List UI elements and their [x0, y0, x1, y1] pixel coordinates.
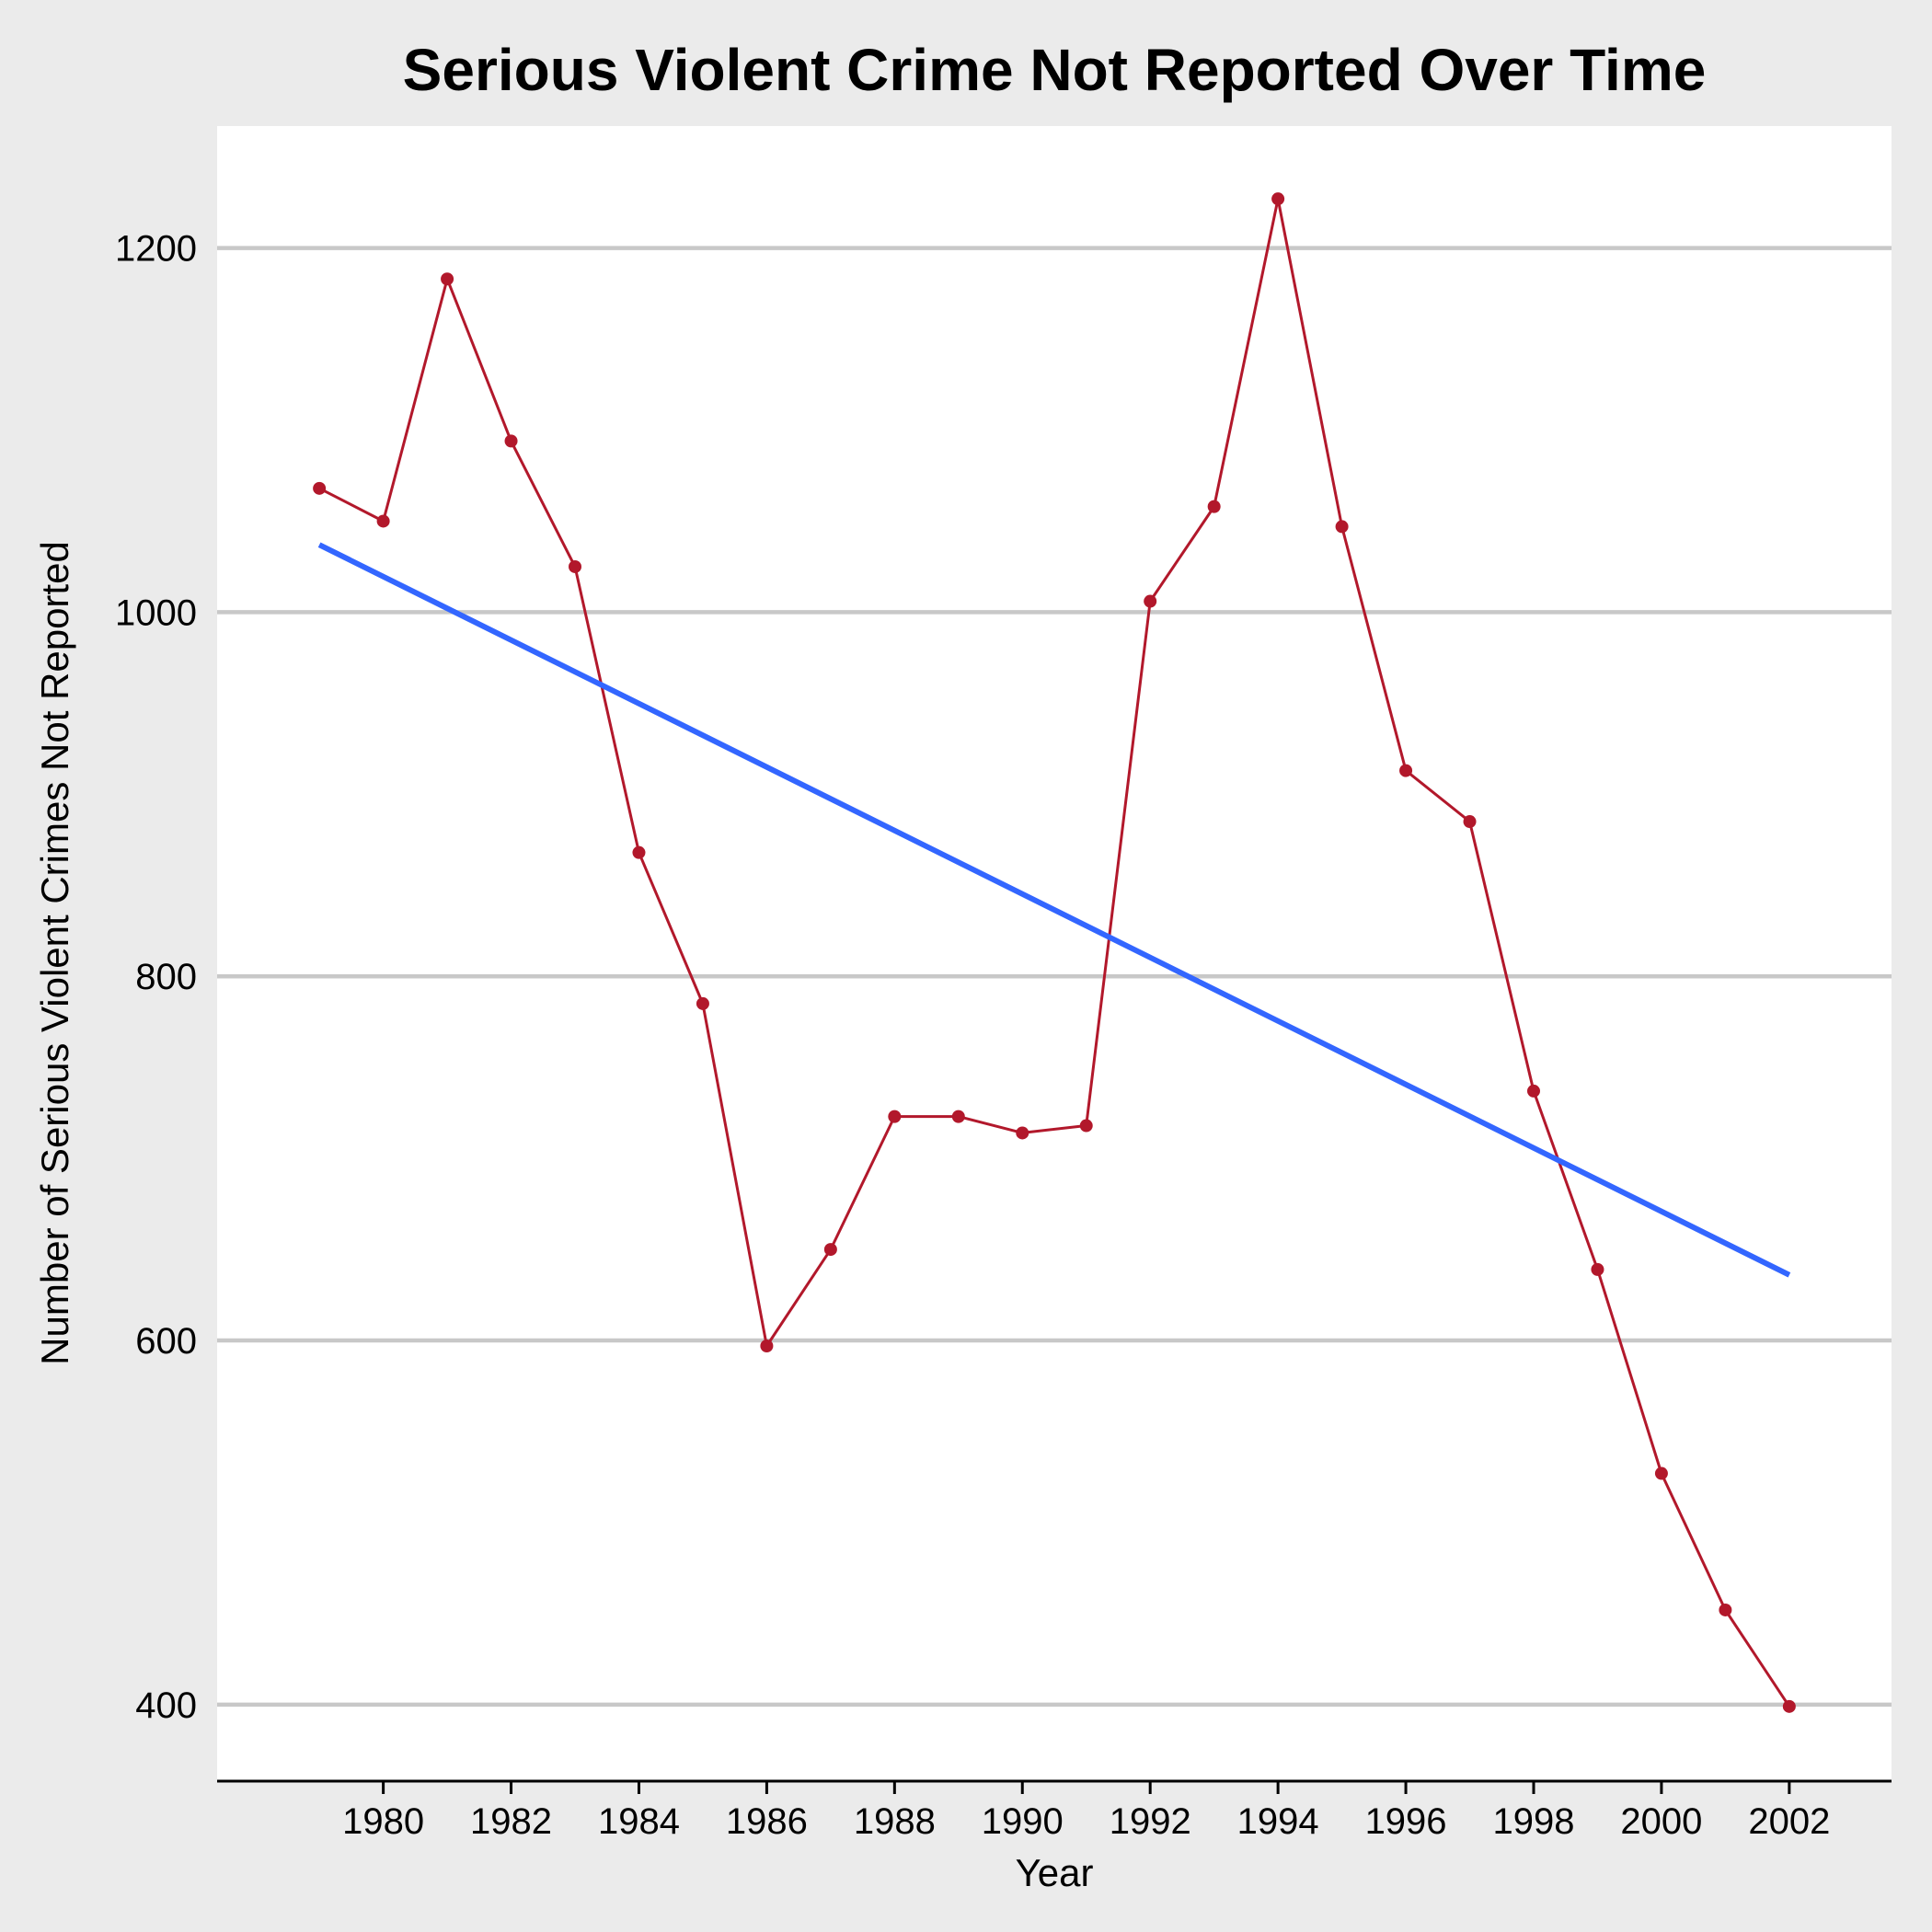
data-point-1996 [1399, 764, 1413, 777]
y-tick-label-1200: 1200 [115, 229, 197, 270]
gridlines [217, 246, 1892, 1708]
x-tick-label-1998: 1998 [1493, 1801, 1575, 1842]
y-tick-label-1000: 1000 [115, 592, 197, 633]
data-point-2000 [1654, 1466, 1668, 1480]
data-point-1985 [696, 996, 709, 1010]
data-point-1981 [441, 272, 454, 286]
data-point-1986 [760, 1339, 774, 1352]
data-point-1992 [1144, 594, 1157, 608]
x-tick-label-1994: 1994 [1237, 1801, 1319, 1842]
data-point-1983 [569, 559, 582, 573]
x-tick-label-1988: 1988 [854, 1801, 936, 1842]
data-point-1993 [1207, 500, 1221, 513]
chart-title: Serious Violent Crime Not Reported Over … [403, 37, 1707, 103]
x-tick-label-1996: 1996 [1365, 1801, 1447, 1842]
data-point-1989 [951, 1110, 965, 1123]
x-tick-label-1980: 1980 [342, 1801, 424, 1842]
x-axis: 1980 1982 1984 1986 1988 1990 1992 1994 1996 1998… [217, 1779, 1892, 1842]
data-point-1991 [1079, 1119, 1093, 1133]
x-tick-label-2000: 2000 [1620, 1801, 1702, 1842]
data-point-1995 [1335, 520, 1349, 534]
trend-line [317, 542, 1791, 1278]
data-point-1984 [632, 845, 646, 859]
data-point-1982 [504, 434, 518, 448]
x-tick-label-1986: 1986 [726, 1801, 808, 1842]
y-axis-ticks: 400 600 800 1000 1200 [115, 229, 197, 1726]
x-tick-label-1982: 1982 [470, 1801, 552, 1842]
series-layer [313, 192, 1796, 1713]
data-point-1988 [888, 1110, 902, 1123]
y-tick-label-800: 800 [135, 957, 197, 997]
data-point-2002 [1782, 1699, 1796, 1713]
x-tick-label-1984: 1984 [598, 1801, 680, 1842]
data-point-1987 [823, 1243, 837, 1257]
y-axis-title: Number of Serious Violent Crimes Not Rep… [33, 541, 76, 1365]
y-tick-label-400: 400 [135, 1685, 197, 1726]
data-point-1990 [1016, 1126, 1029, 1140]
x-tick-label-1990: 1990 [982, 1801, 1064, 1842]
data-point-1998 [1526, 1084, 1540, 1098]
x-tick-label-2002: 2002 [1748, 1801, 1830, 1842]
plot-panel [217, 126, 1892, 1781]
series-line [318, 197, 1791, 1708]
data-point-1994 [1271, 192, 1285, 206]
data-point-2001 [1719, 1603, 1732, 1616]
data-point-1980 [376, 514, 390, 528]
x-axis-title: Year [1016, 1851, 1094, 1894]
x-tick-label-1992: 1992 [1110, 1801, 1191, 1842]
data-point-1999 [1591, 1262, 1604, 1276]
data-point-1979 [313, 481, 327, 495]
y-tick-label-600: 600 [135, 1321, 197, 1362]
data-point-1997 [1463, 815, 1477, 829]
